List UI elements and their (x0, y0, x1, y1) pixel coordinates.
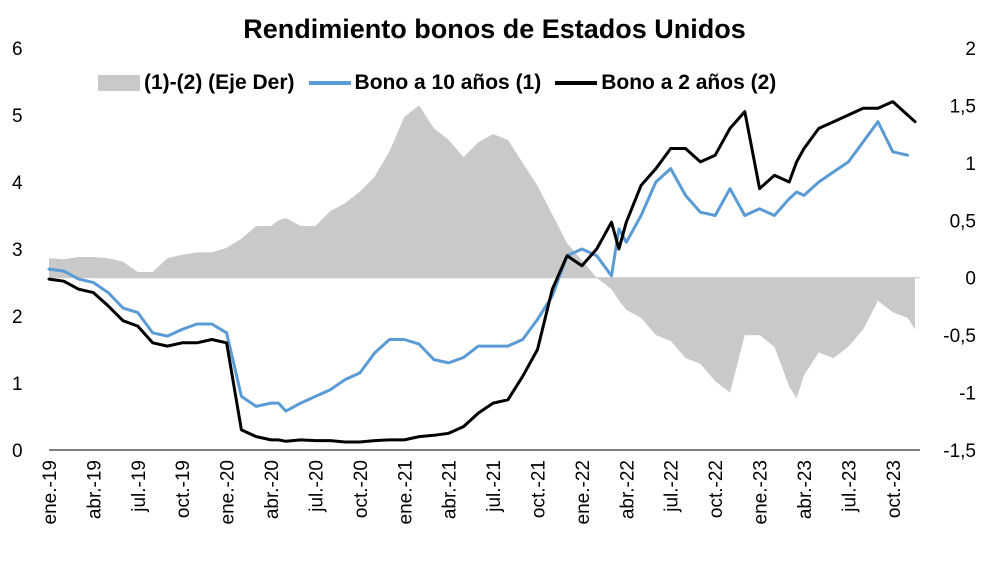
y-left-tick-label: 4 (12, 173, 23, 194)
y-left-tick-label: 6 (12, 39, 23, 60)
chart-title: Rendimiento bonos de Estados Unidos (243, 14, 746, 44)
y-left-tick-label: 1 (12, 374, 23, 395)
x-tick-label: ene.-22 (573, 460, 594, 524)
legend-swatch-10y (308, 81, 351, 85)
legend-item-10y: Bono a 10 años (1) (308, 71, 542, 95)
x-tick-label: ene.-21 (395, 460, 416, 524)
y-left-tick-label: 2 (12, 307, 23, 328)
x-tick-label: abr.-20 (262, 460, 283, 519)
x-tick-label: oct.-23 (884, 460, 905, 518)
legend-label-2y: Bono a 2 años (2) (601, 71, 777, 94)
x-tick-label: jul.-23 (839, 460, 860, 513)
legend-label-spread: (1)-(2) (Eje Der) (144, 71, 295, 94)
y-right-tick-label: 1,5 (950, 96, 976, 117)
x-tick-label: ene.-20 (218, 460, 239, 524)
y-right-tick-label: 2 (965, 39, 976, 60)
legend-label-10y: Bono a 10 años (1) (354, 71, 542, 94)
x-tick-label: oct.-22 (706, 460, 727, 518)
legend-swatch-spread (98, 75, 140, 91)
x-tick-label: abr.-23 (795, 460, 816, 519)
x-tick-label: abr.-21 (440, 460, 461, 519)
x-tick-label: oct.-21 (529, 460, 550, 518)
y-right-tick-label: 0 (965, 269, 976, 290)
series-area-spread (49, 105, 915, 399)
x-tick-label: oct.-19 (173, 460, 194, 518)
x-tick-label: ene.-23 (751, 460, 772, 524)
y-right-tick-label: -1,5 (943, 441, 976, 462)
x-tick-label: ene.-19 (40, 460, 61, 524)
chart-legend: (1)-(2) (Eje Der) Bono a 10 años (1) Bon… (98, 66, 790, 100)
y-left-tick-label: 3 (12, 240, 23, 261)
x-tick-label: jul.-20 (307, 460, 328, 513)
y-right-tick-label: -0,5 (943, 326, 976, 347)
y-left-tick-label: 0 (12, 441, 23, 462)
y-right-tick-label: 1 (965, 154, 976, 175)
x-tick-label: abr.-19 (84, 460, 105, 519)
legend-item-spread: (1)-(2) (Eje Der) (98, 71, 295, 95)
x-tick-label: oct.-20 (351, 460, 372, 518)
legend-item-2y: Bono a 2 años (2) (555, 71, 776, 95)
x-tick-label: jul.-21 (484, 460, 505, 513)
series-line-2y (47, 100, 917, 444)
x-tick-label: abr.-22 (617, 460, 638, 519)
y-right-tick-label: -1 (959, 384, 976, 405)
y-left-tick-label: 5 (12, 106, 23, 127)
y-right-tick-label: 0,5 (950, 211, 976, 232)
series-line-10y (47, 120, 910, 413)
legend-swatch-2y (555, 81, 598, 85)
x-tick-label: jul.-22 (662, 460, 683, 513)
x-tick-label: jul.-19 (129, 460, 150, 513)
